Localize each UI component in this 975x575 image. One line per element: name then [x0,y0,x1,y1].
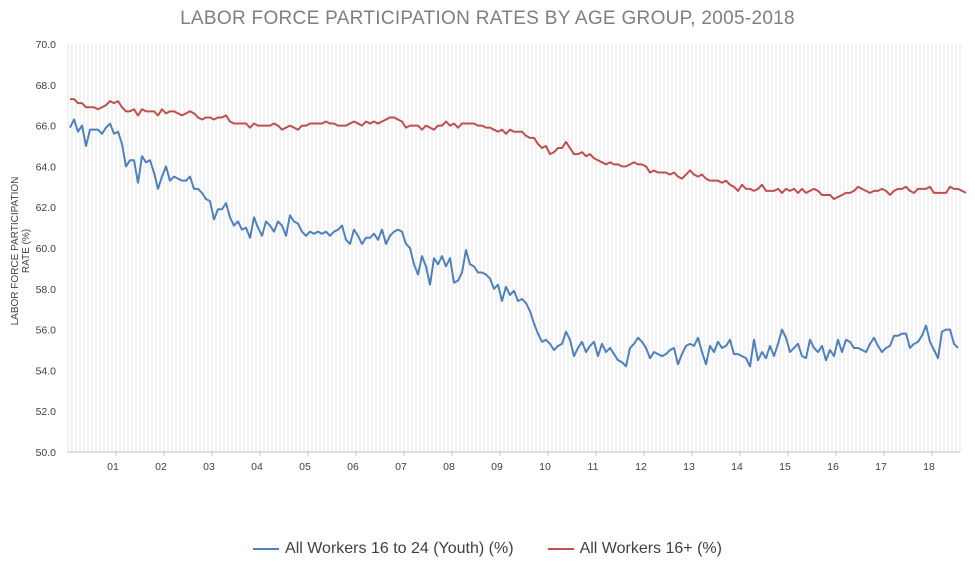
y-tick-label: 60.0 [36,243,57,255]
series-lines [69,98,967,368]
x-tick-label: 04 [251,461,263,473]
x-tick-label: 05 [299,461,311,473]
x-tick-label: 18 [923,461,935,473]
legend-label-all: All Workers 16+ (%) [579,540,722,557]
x-tick-label: 13 [683,461,695,473]
x-tick-label: 02 [155,461,167,473]
x-axis-ticks: 01 02 03 04 05 06 07 08 09 10 11 12 13 14 15 16 17 18 [107,452,935,473]
x-tick-label: 11 [588,461,599,473]
x-tick-label: 03 [203,461,215,473]
x-tick-label: 16 [827,461,839,473]
y-tick-label: 56.0 [36,325,57,337]
y-tick-label: 52.0 [36,406,57,418]
y-axis-ticks: 50.0 52.0 54.0 56.0 58.0 60.0 62.0 64.0 66.0 68.0… [36,39,57,459]
legend-label-youth: All Workers 16 to 24 (Youth) (%) [285,540,514,557]
legend: All Workers 16 to 24 (Youth) (%) All Wor… [0,540,975,558]
x-tick-label: 12 [635,461,647,473]
y-tick-label: 70.0 [36,39,57,51]
x-tick-label: 15 [779,461,791,473]
legend-swatch-youth [253,548,280,550]
y-tick-label: 58.0 [36,284,57,296]
x-tick-label: 07 [395,461,407,473]
chart-title: LABOR FORCE PARTICIPATION RATES BY AGE G… [180,8,795,29]
vertical-grid-lines [67,44,961,452]
series-line-youth [69,118,959,368]
legend-item-youth: All Workers 16 to 24 (Youth) (%) [253,540,514,558]
x-tick-label: 08 [443,461,455,473]
y-tick-label: 66.0 [36,121,57,133]
x-tick-label: 01 [107,461,119,473]
y-tick-label: 68.0 [36,80,57,92]
x-tick-label: 10 [539,461,551,473]
x-tick-label: 06 [347,461,359,473]
x-tick-label: 17 [875,461,887,473]
y-tick-label: 54.0 [36,365,57,377]
y-tick-label: 62.0 [36,202,57,214]
series-line-all-workers [70,98,967,201]
legend-swatch-all [547,548,574,550]
x-tick-label: 14 [731,461,743,473]
x-tick-label: 09 [491,461,503,473]
y-tick-label: 64.0 [36,161,57,173]
legend-item-all: All Workers 16+ (%) [547,540,722,558]
y-tick-label: 50.0 [36,447,57,459]
